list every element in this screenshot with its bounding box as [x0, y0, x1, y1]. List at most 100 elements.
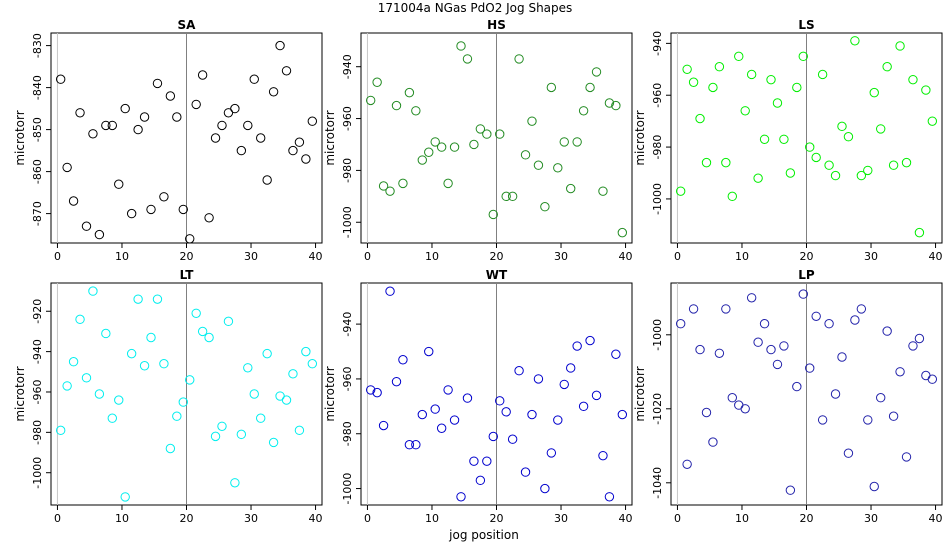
panel-lt-point: [165, 443, 176, 454]
panel-wt-point: [540, 483, 550, 494]
panel-sa-point: [152, 78, 163, 89]
panel-lt-point: [288, 369, 298, 379]
panel-hs-y-axis-label: microtorr: [323, 110, 337, 165]
panel-sa-point: [230, 103, 240, 114]
panel-lp-point: [901, 452, 912, 462]
panel-sa-y-tick-label: -830: [31, 33, 44, 58]
panel-wt-point: [533, 374, 544, 384]
panel-lp-point: [824, 319, 834, 329]
panel-lp-point: [792, 381, 802, 392]
panel-lt-point: [275, 391, 285, 401]
panel-lt-point: [88, 286, 98, 296]
panel-lp-point: [727, 393, 737, 403]
panel-ls-point: [688, 77, 699, 87]
panel-lp-point: [701, 407, 712, 418]
panel-wt-point: [488, 431, 498, 442]
panel-lp-point: [675, 319, 686, 329]
panel-wt: WT 0 10 20 30 40 -1000 -980 -960 -940 microtorr: [323, 268, 633, 525]
panel-ls-y-tick-label: -940: [651, 31, 664, 56]
panel-wt-y-tick-label: -940: [341, 312, 354, 337]
panel-sa-point: [197, 70, 208, 80]
panel-wt-point: [520, 467, 531, 477]
panel-sa-point: [172, 112, 182, 122]
panel-lt-y-tick-label: -960: [31, 379, 44, 404]
panel-hs-y-tick-label: -980: [341, 158, 354, 183]
panel-sa-point: [191, 99, 201, 110]
panel-hs-point: [449, 142, 460, 152]
panel-wt-point: [456, 492, 466, 502]
panel-sa-point: [249, 74, 259, 84]
panel-ls-point: [721, 157, 731, 168]
panel-lp-point: [914, 333, 925, 344]
panel-sa-point: [204, 213, 214, 223]
panel-lt-point: [249, 389, 259, 399]
panel-wt-point: [449, 415, 460, 425]
panel-ls-point: [863, 165, 873, 176]
panel-ls-point: [772, 98, 783, 108]
panels: SA 0 10 20 30 40 -870 -860 -850 -840 -830 microtorr…: [13, 18, 943, 525]
panel-sa-point: [107, 120, 117, 131]
panel-lt-point: [217, 421, 227, 431]
panel-sa-x-tick-label: 40: [309, 250, 323, 263]
panel-ls-point: [817, 69, 828, 80]
panel-wt-point: [527, 409, 537, 420]
panel-lp-point: [921, 370, 931, 381]
panel-hs-point: [533, 160, 544, 170]
panel-lp-point: [688, 304, 699, 314]
panel-ls-point: [837, 121, 847, 132]
panel-wt-x-tick-label: 10: [425, 512, 439, 525]
panel-sa-point: [185, 234, 195, 244]
panel-wt-x-tick-label: 30: [554, 512, 568, 525]
panel-sa-point: [81, 221, 92, 231]
panel-hs-point: [430, 137, 440, 147]
x-axis-label: jog position: [448, 528, 519, 542]
panel-hs-point: [365, 95, 376, 106]
panel-wt-point: [424, 346, 434, 357]
panel-sa-point: [223, 108, 234, 118]
panel-ls-point: [921, 85, 931, 95]
panel-wt-point: [417, 409, 427, 420]
panel-sa-point: [62, 162, 72, 173]
panel-ls-point: [914, 227, 925, 238]
panel-ls-point: [908, 74, 918, 85]
panel-lt-x-tick-label: 20: [180, 512, 194, 525]
panel-lp-point: [817, 415, 828, 425]
panel-sa-x-tick-label: 10: [115, 250, 129, 263]
panel-lt-point: [210, 431, 221, 442]
panel-lt-y-axis-label: microtorr: [13, 366, 27, 421]
panel-hs-point: [578, 106, 589, 116]
panel-lp-point: [863, 415, 873, 425]
panel-hs-x-tick-label: 40: [619, 250, 633, 263]
panel-lt-x-tick-label: 30: [244, 512, 258, 525]
panel-hs-point: [488, 209, 498, 220]
panel-lp-y-tick-label: -1020: [651, 393, 664, 425]
panel-ls-x-tick-label: 30: [864, 250, 878, 263]
panel-sa-point: [101, 120, 111, 131]
panel-hs-point: [475, 124, 486, 134]
panel-sa-point: [94, 229, 105, 240]
panel-wt-point: [495, 396, 505, 406]
panel-hs-point: [404, 87, 415, 98]
panel-ls-point: [708, 82, 718, 93]
panel-lt-point: [301, 346, 311, 357]
panel-lt-point: [281, 395, 292, 405]
panel-ls-point: [746, 69, 757, 80]
panel-lt-point: [262, 348, 272, 359]
panel-wt-point: [404, 440, 415, 450]
panel-lt-x-tick-label: 40: [309, 512, 323, 525]
panel-ls-point: [682, 64, 692, 74]
panel-wt-point: [391, 376, 402, 387]
panel-hs-point: [540, 202, 550, 212]
panel-lt-point: [223, 316, 234, 327]
panel-sa-point: [133, 124, 143, 135]
panel-wt-x-tick-label: 20: [490, 512, 504, 525]
panel-wt-y-tick-label: -960: [341, 366, 354, 391]
panel-lt-point: [133, 294, 143, 304]
panel-sa-point: [281, 66, 292, 76]
panel-hs-point: [591, 67, 602, 77]
panel-wt-point: [378, 420, 389, 431]
panel-lp-point: [708, 437, 718, 447]
panel-lp-point: [721, 304, 731, 314]
panel-sa-point: [210, 133, 221, 143]
panel-ls-point: [843, 132, 854, 142]
